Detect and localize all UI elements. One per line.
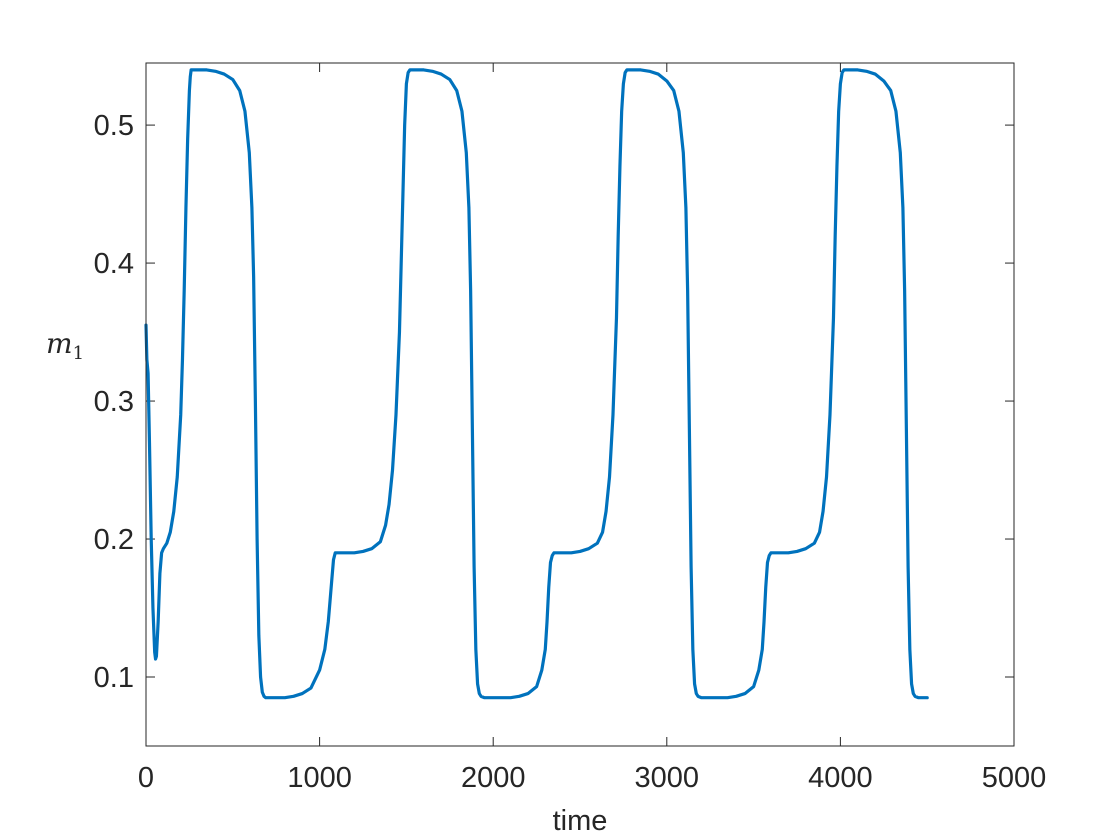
- y-axis-title-subscript: 1: [73, 343, 84, 364]
- y-tick-label: 0.4: [94, 248, 134, 280]
- y-tick-label: 0.2: [94, 524, 134, 556]
- x-tick-label: 3000: [635, 762, 700, 794]
- y-tick-labels: 0.1 0.2 0.3 0.4 0.5: [94, 110, 134, 694]
- x-axis-title: time: [553, 805, 608, 837]
- y-tick-label: 0.1: [94, 662, 134, 694]
- x-tick-label: 4000: [808, 762, 873, 794]
- series-line: [144, 68, 929, 700]
- plot-area: [146, 63, 1014, 746]
- x-tick-label: 0: [138, 762, 154, 794]
- y-tick-label: 0.5: [94, 110, 134, 142]
- x-tick-label: 2000: [461, 762, 526, 794]
- y-axis-title-main: m: [46, 327, 73, 360]
- x-tick-label: 1000: [287, 762, 352, 794]
- y-axis-title: m1: [46, 327, 84, 364]
- y-tick-label: 0.3: [94, 386, 134, 418]
- x-tick-label: 5000: [982, 762, 1047, 794]
- plot-box: [145, 62, 1015, 747]
- x-tick-labels: 0 1000 2000 3000 4000 5000: [138, 762, 1046, 794]
